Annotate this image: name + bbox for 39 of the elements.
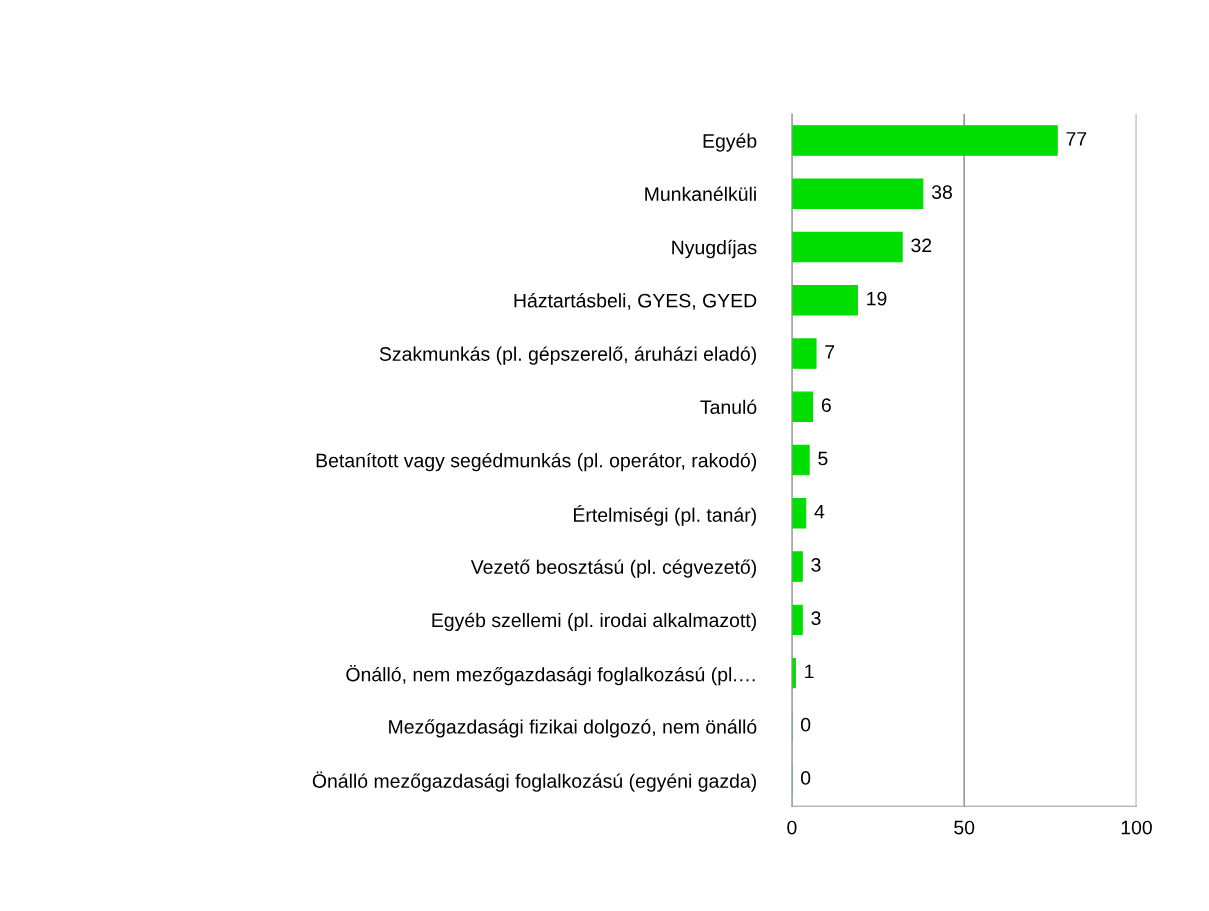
y-tick-label: Nyugdíjas: [672, 239, 757, 259]
data-label: 6: [821, 398, 831, 413]
bar: [791, 338, 817, 369]
data-label: 38: [931, 185, 952, 199]
y-tick-label: Önálló mezőgazdasági foglalkozású (egyéni gazda): [312, 771, 756, 792]
data-label: 1: [805, 664, 814, 679]
x-tick-label: 50: [954, 820, 975, 835]
bar: [791, 498, 807, 529]
bar: [791, 604, 803, 636]
data-label: 0: [800, 717, 811, 732]
y-tick-label: Önálló, nem mezőgazdasági foglalkozású (pl.…: [346, 664, 755, 686]
data-label: 3: [811, 611, 821, 626]
data-label: 7: [825, 345, 835, 359]
y-tick-label: Egyéb: [703, 133, 757, 152]
bar: [791, 444, 810, 476]
y-tick-label: Tanuló: [700, 399, 757, 415]
data-label: 3: [811, 558, 821, 572]
bar: [791, 391, 814, 422]
bar: [791, 125, 1058, 156]
data-label: 0: [800, 771, 811, 785]
bar: [791, 285, 858, 316]
data-label: 77: [1066, 132, 1087, 146]
y-tick-label: Értelmiségi (pl. tanár): [574, 504, 756, 526]
y-tick-label: Mezőgazdasági fizikai dolgozó, nem önálló: [389, 719, 757, 738]
data-label: 32: [911, 238, 932, 253]
y-tick-label: Háztartásbeli, GYES, GYED: [514, 293, 757, 310]
y-tick-label: Egyéb szellemi (pl. irodai alkalmazott): [432, 612, 756, 632]
data-label: 5: [818, 451, 828, 466]
y-tick-label: Vezető beosztású (pl. cégvezető): [470, 559, 756, 578]
y-tick-label: Betanított vagy segédmunkás (pl. operátor, rakodó): [316, 452, 756, 472]
data-label: 19: [867, 291, 887, 306]
bar: [791, 231, 903, 263]
bar: [791, 178, 924, 209]
x-tick-label: 100: [1121, 820, 1152, 835]
y-tick-label: Szakmunkás (pl. gépszerelő, áruházi eladó): [379, 346, 756, 365]
data-label: 4: [814, 504, 825, 519]
x-tick-label: 0: [787, 820, 797, 835]
y-tick-label: Munkanélküli: [645, 186, 756, 201]
bar: [791, 551, 803, 582]
